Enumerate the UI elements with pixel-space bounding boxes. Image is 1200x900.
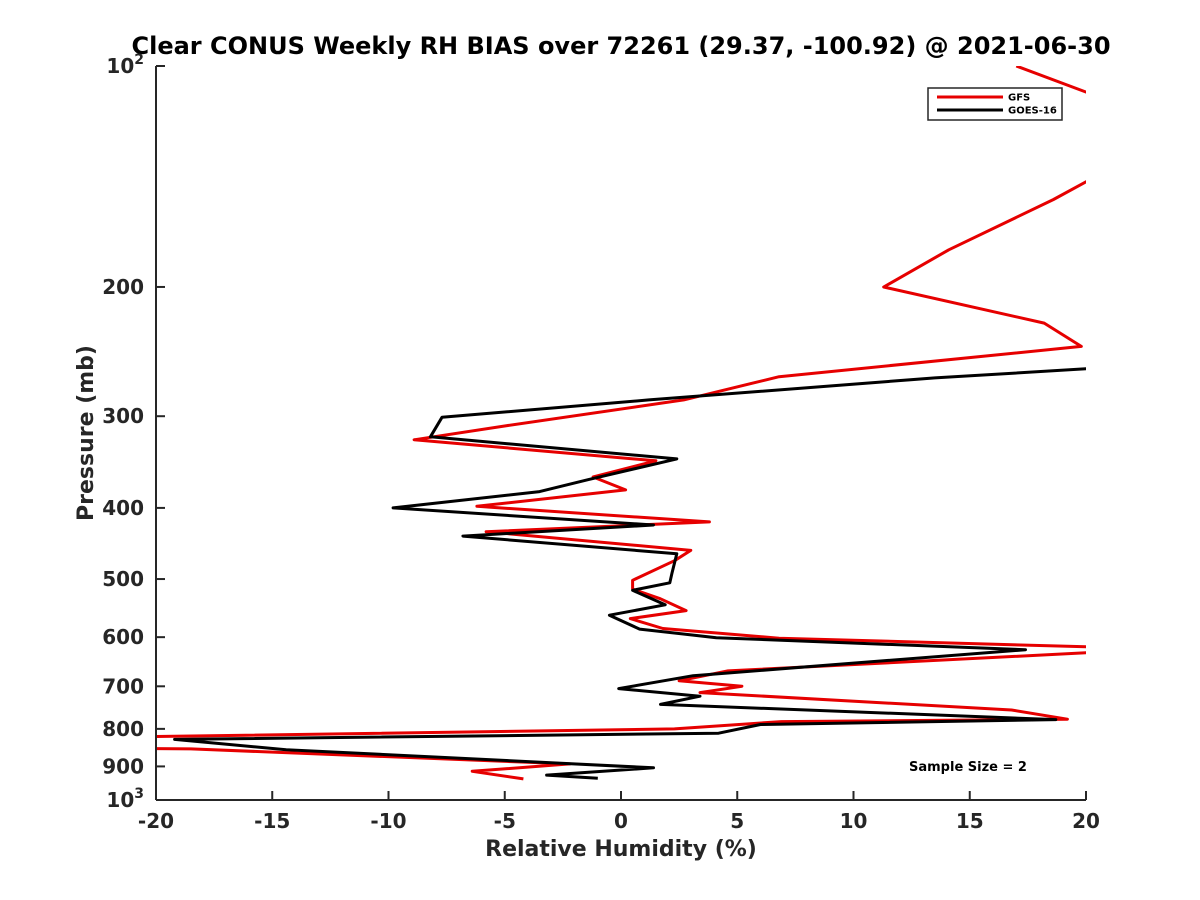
series-line-goes-16 xyxy=(173,367,1086,780)
legend-label: GOES-16 xyxy=(1008,106,1057,117)
x-tick-label: 0 xyxy=(614,809,628,833)
x-tick-label: 10 xyxy=(840,809,868,833)
sample-size-label: Sample Size = 2 xyxy=(909,760,1027,775)
x-tick-label: 5 xyxy=(730,809,744,833)
x-tick-label: -20 xyxy=(138,809,174,833)
y-tick-label: 900 xyxy=(102,754,144,778)
y-ticks: 102 200 300 400 500 600 700 800 900 103 xyxy=(102,52,165,812)
x-tick-label: 20 xyxy=(1072,809,1100,833)
legend-label: GFS xyxy=(1008,93,1030,104)
legend-box xyxy=(927,87,1063,121)
y-tick-label: 600 xyxy=(102,625,144,649)
x-tick-label: -10 xyxy=(370,809,406,833)
x-tick-label: -5 xyxy=(494,809,516,833)
y-tick-label: 103 xyxy=(106,786,144,812)
y-tick-label: 500 xyxy=(102,567,144,591)
y-tick-label: 800 xyxy=(102,717,144,741)
x-tick-label: 15 xyxy=(956,809,984,833)
y-tick-label: 200 xyxy=(102,275,144,299)
series-line-gfs xyxy=(156,66,1086,781)
x-axis-label: Relative Humidity (%) xyxy=(485,837,757,862)
plot-area xyxy=(156,66,1086,781)
y-tick-label: 102 xyxy=(106,52,144,78)
y-tick-label: 300 xyxy=(102,404,144,428)
x-tick-label: -15 xyxy=(254,809,290,833)
chart-title: Clear CONUS Weekly RH BIAS over 72261 (2… xyxy=(131,32,1110,60)
legend: GFS GOES-16 xyxy=(927,87,1063,121)
x-ticks: -20 -15 -10 -5 0 5 10 15 20 xyxy=(138,791,1100,833)
y-tick-label: 700 xyxy=(102,674,144,698)
y-axis-label: Pressure (mb) xyxy=(74,345,99,521)
y-tick-label: 400 xyxy=(102,496,144,520)
